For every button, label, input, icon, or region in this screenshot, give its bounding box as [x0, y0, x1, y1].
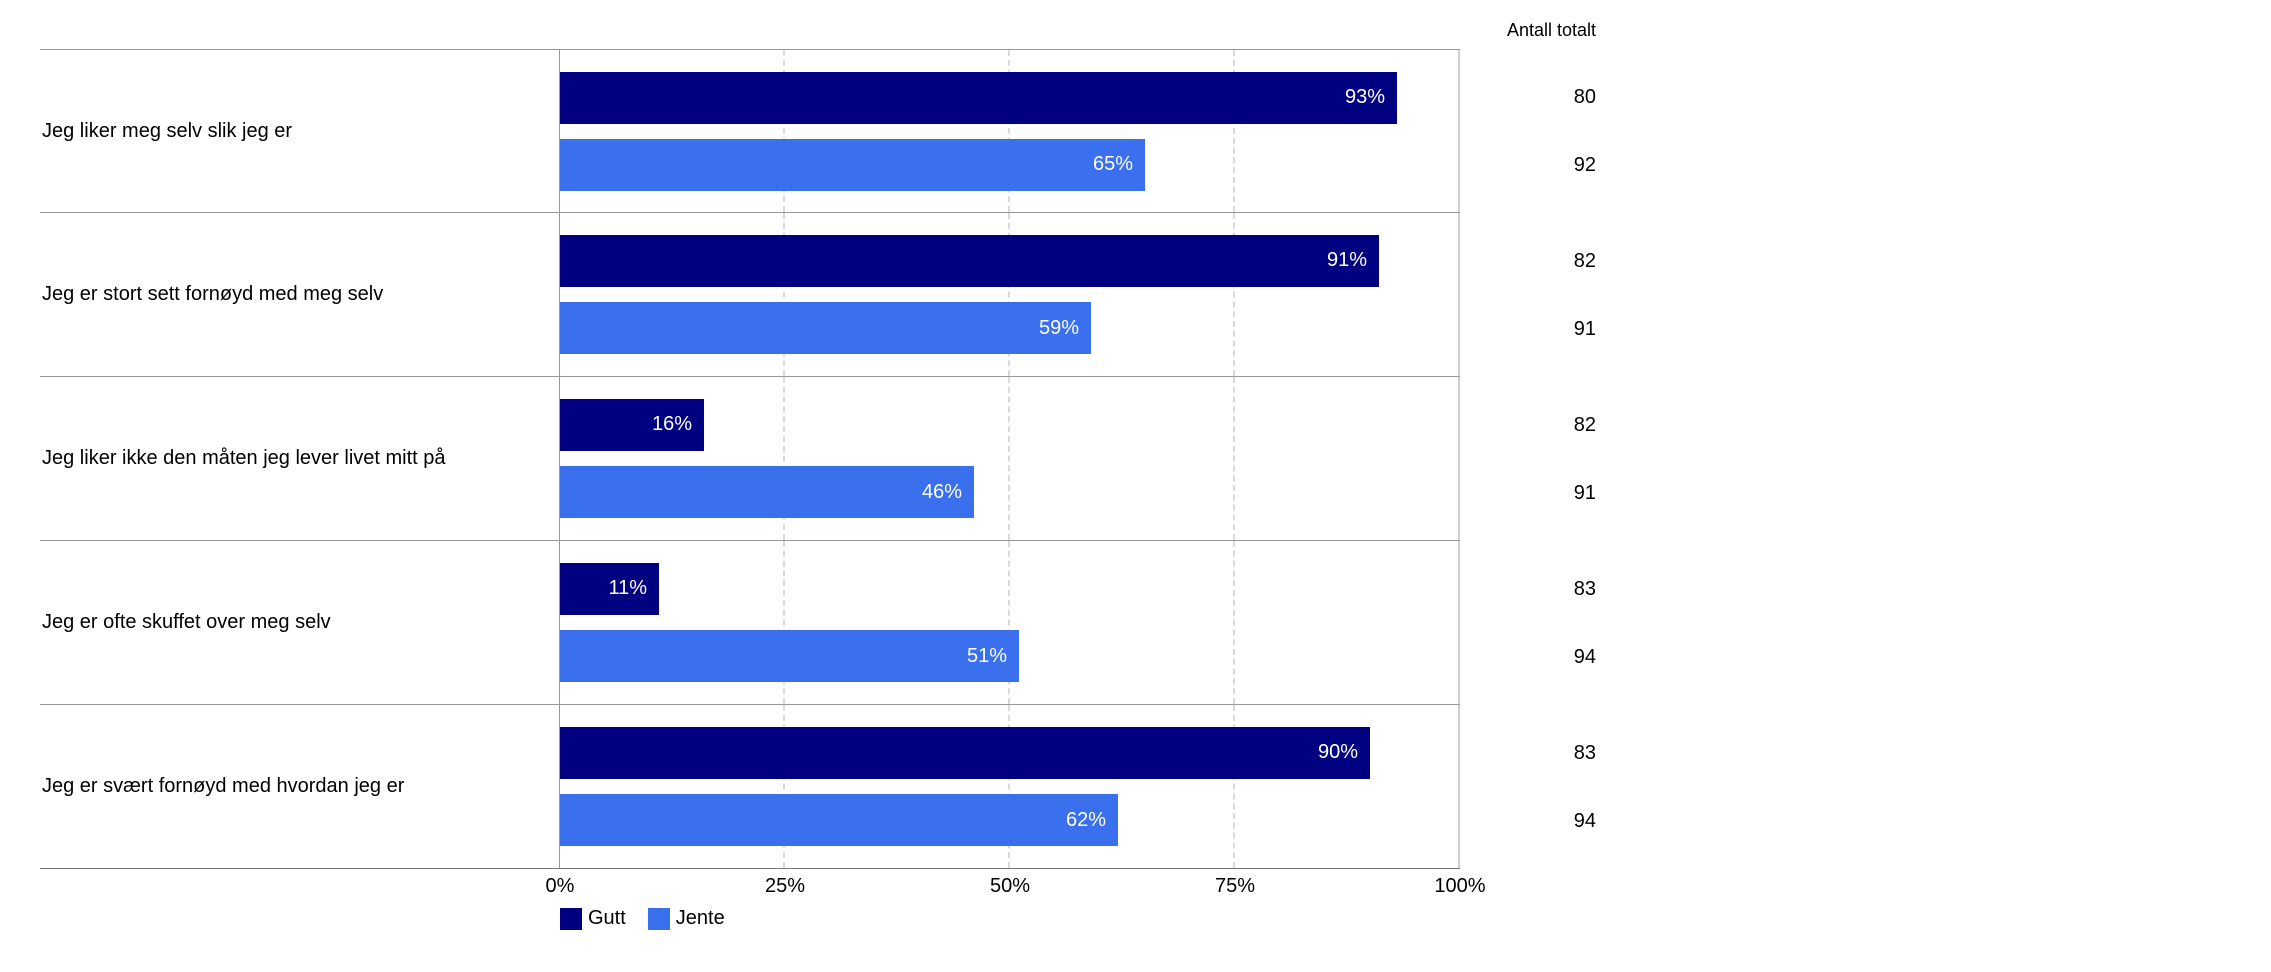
bar: 51% — [560, 630, 1460, 682]
x-axis-tick-label: 100% — [1434, 875, 1485, 898]
total-value: 83 — [1460, 563, 1596, 615]
bar: 16% — [560, 399, 1460, 451]
bar: 11% — [560, 563, 1460, 615]
bar-fill: 16% — [560, 399, 704, 451]
totals-cell: 8092 — [1460, 49, 1600, 213]
category-label: Jeg er ofte skuffet over meg selv — [40, 541, 560, 705]
bar: 91% — [560, 235, 1460, 287]
bar-fill: 62% — [560, 794, 1118, 846]
bar-fill: 93% — [560, 72, 1397, 124]
totals-cell: 8291 — [1460, 213, 1600, 377]
category-label: Jeg liker ikke den måten jeg lever livet… — [40, 377, 560, 541]
label-col-header-spacer — [40, 20, 560, 49]
total-value: 83 — [1460, 727, 1596, 779]
x-axis: 0%25%50%75%100% — [560, 869, 1460, 905]
grouped-bar-chart: Antall totalt Jeg liker meg selv slik je… — [40, 20, 2231, 930]
total-value: 82 — [1460, 235, 1596, 287]
bar-fill: 59% — [560, 302, 1091, 354]
plot-area: 16% 46% — [560, 377, 1460, 541]
plot-area: 90% 62% — [560, 705, 1460, 869]
legend: Gutt Jente — [40, 907, 1600, 930]
legend-label: Gutt — [588, 907, 626, 930]
bar-value-label: 46% — [922, 481, 962, 504]
bar: 65% — [560, 139, 1460, 191]
x-axis-tick-label: 25% — [765, 875, 805, 898]
plot-area: 93% 65% — [560, 49, 1460, 213]
bar-value-label: 62% — [1066, 809, 1106, 832]
totals-cell: 8291 — [1460, 377, 1600, 541]
total-value: 91 — [1460, 303, 1596, 355]
bar-fill: 11% — [560, 563, 659, 615]
bar-value-label: 16% — [652, 413, 692, 436]
bar: 90% — [560, 727, 1460, 779]
legend-item: Gutt — [560, 907, 626, 930]
bar: 62% — [560, 794, 1460, 846]
category-label: Jeg er svært fornøyd med hvordan jeg er — [40, 705, 560, 869]
plot-area: 91% 59% — [560, 213, 1460, 377]
x-axis-tick-label: 50% — [990, 875, 1030, 898]
totals-cell: 8394 — [1460, 541, 1600, 705]
bar: 59% — [560, 302, 1460, 354]
total-value: 91 — [1460, 467, 1596, 519]
x-axis-tick-label: 75% — [1215, 875, 1255, 898]
total-value: 92 — [1460, 139, 1596, 191]
bar-value-label: 91% — [1327, 249, 1367, 272]
legend-label: Jente — [676, 907, 725, 930]
totals-cell: 8394 — [1460, 705, 1600, 869]
total-value: 94 — [1460, 631, 1596, 683]
legend-swatch — [648, 908, 670, 930]
plot-area: 11% 51% — [560, 541, 1460, 705]
x-axis-tick-label: 0% — [546, 875, 575, 898]
bar-fill: 90% — [560, 727, 1370, 779]
bar-value-label: 11% — [608, 577, 647, 600]
legend-item: Jente — [648, 907, 725, 930]
bar-value-label: 65% — [1093, 153, 1133, 176]
total-value: 94 — [1460, 795, 1596, 847]
bar-value-label: 93% — [1345, 86, 1385, 109]
totals-column-header: Antall totalt — [1460, 20, 1600, 49]
bar-fill: 46% — [560, 466, 974, 518]
bar: 46% — [560, 466, 1460, 518]
category-label: Jeg liker meg selv slik jeg er — [40, 49, 560, 213]
legend-swatch — [560, 908, 582, 930]
bar-value-label: 51% — [967, 645, 1007, 668]
bar-fill: 91% — [560, 235, 1379, 287]
bar-fill: 51% — [560, 630, 1019, 682]
bar: 93% — [560, 72, 1460, 124]
bar-value-label: 59% — [1039, 317, 1079, 340]
plot-col-header-spacer — [560, 20, 1460, 49]
category-label: Jeg er stort sett fornøyd med meg selv — [40, 213, 560, 377]
total-value: 82 — [1460, 399, 1596, 451]
total-value: 80 — [1460, 71, 1596, 123]
bar-value-label: 90% — [1318, 741, 1358, 764]
bar-fill: 65% — [560, 139, 1145, 191]
